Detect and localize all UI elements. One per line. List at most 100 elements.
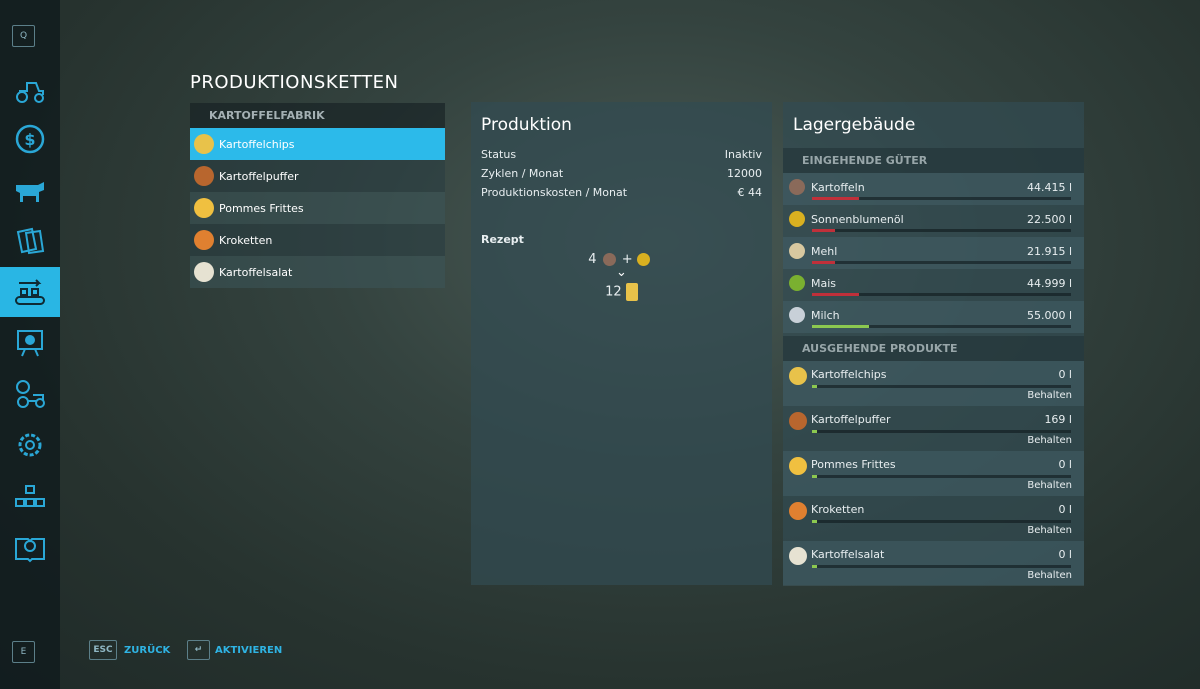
incoming-good-row: Milch 55.000 l: [783, 301, 1084, 333]
incoming-good-row: Mais 44.999 l: [783, 269, 1084, 301]
production-stat-row: Status Inaktiv: [471, 148, 772, 167]
fill-bar: [812, 430, 1071, 433]
production-stat-row: Produktionskosten / Monat € 44: [471, 186, 772, 205]
key-q-hint[interactable]: Q: [12, 25, 35, 47]
stat-label: Zyklen / Monat: [481, 167, 564, 180]
incoming-good-row: Sonnenblumenöl 22.500 l: [783, 205, 1084, 237]
product-icon: [789, 367, 807, 385]
stat-value: 12000: [727, 167, 762, 180]
product-icon: [789, 412, 807, 430]
sidebar-item-gear-tractor[interactable]: [0, 369, 60, 419]
good-name: Mehl: [811, 245, 838, 258]
product-icon: [789, 547, 807, 565]
chain-item[interactable]: Kartoffelchips: [190, 128, 445, 160]
sidebar-item-gear[interactable]: [0, 420, 60, 470]
chain-item[interactable]: Kartoffelsalat: [190, 256, 445, 288]
sidebar-item-contracts[interactable]: [0, 216, 60, 266]
sidebar-item-tractor[interactable]: [0, 65, 60, 115]
good-name: Kartoffeln: [811, 181, 865, 194]
help-book-icon: [15, 538, 45, 563]
incoming-header: EINGEHENDE GÜTER: [783, 148, 1084, 173]
fill-bar-level: [812, 229, 836, 232]
fill-bar-level: [812, 197, 859, 200]
good-amount: 44.999 l: [1026, 277, 1072, 290]
fill-bar-level: [812, 475, 818, 478]
incoming-good-row: Mehl 21.915 l: [783, 237, 1084, 269]
key-e-hint[interactable]: E: [12, 641, 35, 663]
product-amount: 0 l: [1058, 548, 1072, 561]
product-icon: [194, 134, 214, 154]
incoming-good-row: Kartoffeln 44.415 l: [783, 173, 1084, 205]
sidebar-item-hierarchy[interactable]: [0, 472, 60, 522]
sidebar-item-production-chain[interactable]: [0, 267, 60, 317]
good-name: Mais: [811, 277, 837, 290]
back-button[interactable]: ESC ZURÜCK: [89, 640, 170, 660]
presentation-icon: [17, 330, 43, 357]
output-amount: 12: [605, 284, 622, 300]
outgoing-product-row: Pommes Frittes 0 l Behalten: [783, 451, 1084, 496]
chain-item[interactable]: Kartoffelpuffer: [190, 160, 445, 192]
sidebar-item-cow[interactable]: [0, 165, 60, 215]
product-amount: 0 l: [1058, 458, 1072, 471]
fill-bar: [812, 325, 1071, 328]
sidebar-item-dollar[interactable]: $: [0, 114, 60, 164]
good-amount: 44.415 l: [1026, 181, 1072, 194]
good-amount: 55.000 l: [1026, 309, 1072, 322]
enter-key: ↵: [187, 640, 210, 660]
product-name: Kartoffelsalat: [811, 548, 885, 561]
good-name: Milch: [811, 309, 840, 322]
fill-bar-level: [812, 430, 818, 433]
production-chain-icon: [15, 279, 45, 305]
fill-bar: [812, 293, 1071, 296]
sidebar-item-help-book[interactable]: [0, 523, 60, 573]
outgoing-header: AUSGEHENDE PRODUKTE: [783, 336, 1084, 361]
output-mode-toggle[interactable]: Behalten: [1027, 525, 1072, 536]
product-icon: [789, 457, 807, 475]
product-icon: [194, 166, 214, 186]
back-label: ZURÜCK: [124, 644, 171, 656]
arrow-down-icon: ⌄: [616, 265, 627, 280]
product-amount: 0 l: [1058, 368, 1072, 381]
chain-item[interactable]: Pommes Frittes: [190, 192, 445, 224]
output-mode-toggle[interactable]: Behalten: [1027, 435, 1072, 446]
production-stat-row: Zyklen / Monat 12000: [471, 167, 772, 186]
good-icon: [789, 243, 805, 259]
outgoing-product-row: Kroketten 0 l Behalten: [783, 496, 1084, 541]
output-mode-toggle[interactable]: Behalten: [1027, 480, 1072, 491]
contracts-icon: [16, 227, 45, 255]
cow-icon: [16, 182, 44, 202]
activate-button[interactable]: ↵ AKTIVIEREN: [187, 640, 282, 660]
fill-bar: [812, 520, 1071, 523]
fill-bar: [812, 261, 1071, 264]
recipe-label: Rezept: [481, 233, 524, 246]
fill-bar-level: [812, 325, 869, 328]
chain-item[interactable]: Kroketten: [190, 224, 445, 256]
output-mode-toggle[interactable]: Behalten: [1027, 390, 1072, 401]
sunflower-oil-icon: [636, 253, 650, 266]
esc-key: ESC: [89, 640, 117, 660]
sidebar: Q $ E: [0, 0, 60, 689]
product-icon: [194, 198, 214, 218]
good-icon: [789, 179, 805, 195]
output-mode-toggle[interactable]: Behalten: [1027, 570, 1072, 581]
potato-icon: [602, 253, 616, 266]
product-icon: [194, 262, 214, 282]
product-name: Pommes Frittes: [811, 458, 896, 471]
input-amount: 4: [588, 252, 597, 267]
recipe: 4 + ⌄ 12: [471, 252, 772, 301]
page-title: PRODUKTIONSKETTEN: [190, 72, 399, 93]
good-name: Sonnenblumenöl: [811, 213, 904, 226]
product-icon: [194, 230, 214, 250]
good-amount: 22.500 l: [1026, 213, 1072, 226]
sidebar-item-presentation[interactable]: [0, 318, 60, 368]
production-panel: Produktion Status Inaktiv Zyklen / Monat 12…: [471, 102, 772, 585]
fill-bar-level: [812, 385, 818, 388]
svg-text:$: $: [24, 130, 35, 149]
hierarchy-icon: [15, 485, 45, 507]
activate-label: AKTIVIEREN: [215, 644, 283, 656]
storage-title: Lagergebäude: [793, 115, 916, 135]
fill-bar-level: [812, 565, 818, 568]
product-name: Kartoffelchips: [811, 368, 887, 381]
product-icon: [789, 502, 807, 520]
factory-header: KARTOFFELFABRIK: [190, 103, 445, 128]
